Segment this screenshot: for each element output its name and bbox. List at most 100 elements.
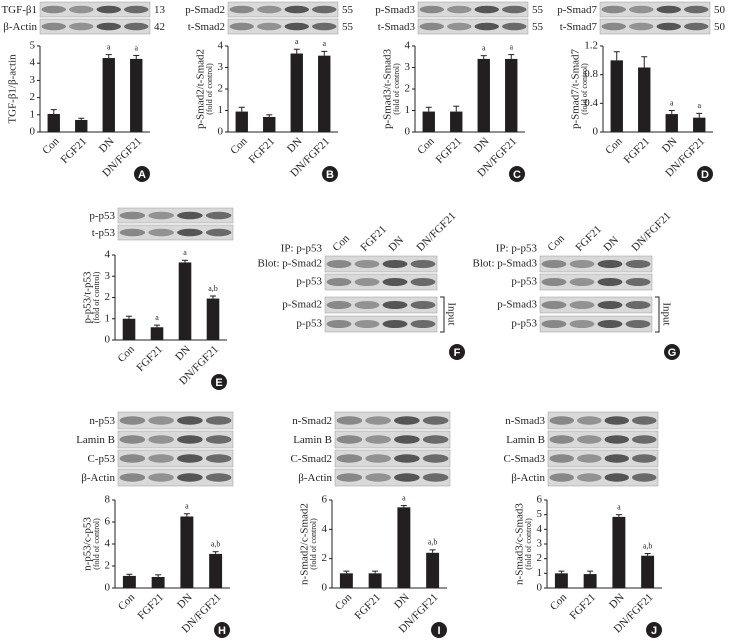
x-tick-label: FGF21 [622,135,653,166]
column-label: FGF21 [573,223,604,254]
blot-label: β-Actin [3,21,37,33]
bar [130,58,143,132]
blot-band [597,301,623,309]
x-tick-label: DN [607,591,627,611]
bar [235,111,248,132]
blot-strip [324,273,438,291]
blot-strip [539,255,653,273]
blot-band [148,228,174,237]
x-tick-label: Con [603,135,625,157]
blot-band [312,22,337,31]
blot-band [382,260,408,268]
blot-band [354,320,380,328]
blot-band [177,416,203,425]
y-tick-label: 5 [30,40,36,52]
blot-band [69,5,94,14]
blot-band [629,5,654,14]
x-tick-label: DN [472,135,492,155]
panel-letter-badge [211,374,227,390]
blot-label: β-Actin [511,472,545,484]
blot-strip [334,430,451,449]
y-tick-label: 0.8 [584,68,598,80]
blot-band [394,416,420,425]
column-label: DN/FGF21 [629,210,673,254]
y-tick-label: 1 [218,104,224,116]
blot-band [119,416,146,425]
blot-label: p-p53 [296,318,322,330]
x-tick-label: DN [175,591,195,611]
y-axis-label: p-Smad3/t-Smad3 [382,48,394,129]
blot-band [422,435,449,444]
column-label: Con [330,232,352,254]
blot-strip [117,468,234,487]
blot-band [177,473,203,482]
blot-band [569,320,595,328]
blot-band [148,416,174,425]
y-tick-label: 1 [537,567,543,579]
panel-letter: G [668,347,677,359]
bar [583,574,597,588]
blot-strip [547,468,659,487]
y-tick-label: 4 [405,40,411,52]
y-tick-label: 0 [322,582,328,594]
significance-label: a [107,42,111,51]
y-axis-sublabel: (fold of control) [92,518,101,570]
blot-band [326,260,352,268]
blot-band [336,454,363,463]
input-label: Input [445,302,457,325]
blot-band [541,320,567,328]
blot-band [541,278,567,286]
blot-label: t-p53 [92,227,116,239]
y-tick-label: 3 [30,74,36,86]
y-tick-label: 2 [105,291,111,303]
y-axis-sublabel: (fold of control) [205,63,214,115]
blot-band [549,435,574,444]
blot-band [148,454,174,463]
blot-band [119,228,146,237]
blot-strip [417,18,529,35]
blot-band [625,260,651,268]
blot-band [394,435,420,444]
column-label: DN [601,234,621,254]
blot-label: β-Actin [298,472,332,484]
bar [178,262,192,340]
significance-label: a [322,39,326,48]
blot-band [124,22,149,31]
significance-label: a,b [211,540,221,549]
blot-label: Lamin B [293,434,332,446]
y-tick-label: 6 [105,516,111,528]
significance-label: a [670,98,674,107]
blot-band [394,473,420,482]
blot-band [597,320,623,328]
blot-band [604,473,629,482]
blot-band [577,473,602,482]
blot-strip [539,315,653,333]
panel-letter-badge [134,166,150,182]
blot-strip [547,411,659,430]
blot-band [541,301,567,309]
blot-band [601,22,626,31]
blot-band [632,473,657,482]
panel-letter: D [701,169,709,181]
bar [180,516,194,588]
blot-band [577,454,602,463]
blot-label: n-p53 [89,415,115,427]
blot-band [354,260,380,268]
blot-band [625,320,651,328]
panel-letter: C [513,169,521,181]
y-tick-label: 0 [537,582,543,594]
blot-band [410,320,436,328]
y-tick-label: 8 [105,494,111,506]
blot-label: t-Smad2 [188,21,225,33]
blot-strip [334,449,451,468]
blot-band [382,320,408,328]
bar [638,67,651,132]
ip-label: IP: p-p53 [496,243,538,255]
bar [693,117,706,132]
bar [610,60,623,133]
panel-letter: E [215,377,222,389]
blot-strip [539,273,653,291]
y-tick-label: 3 [218,61,224,73]
blot-label: p-Smad2 [185,4,225,16]
blot-band [632,435,657,444]
